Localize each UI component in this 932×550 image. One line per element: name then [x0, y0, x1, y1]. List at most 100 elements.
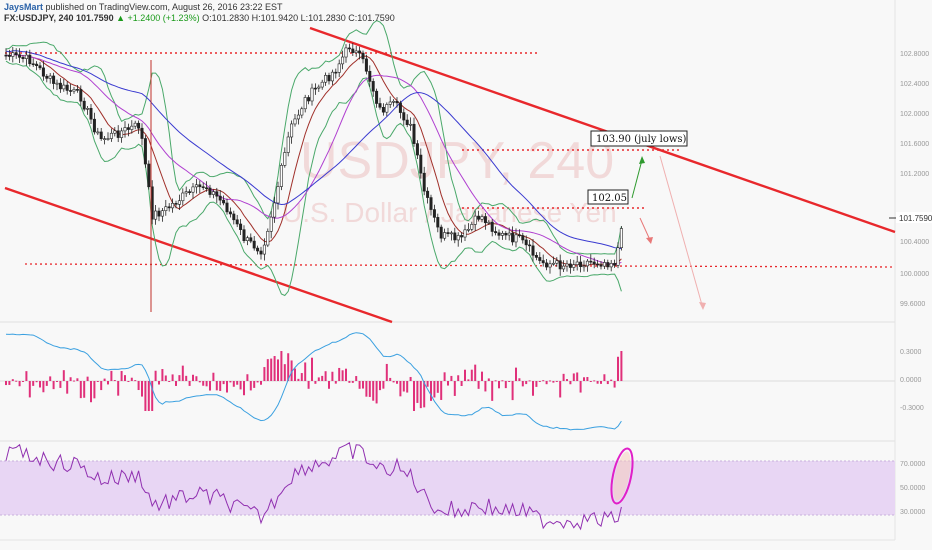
macd-bar — [596, 381, 599, 384]
svg-text:99.6000: 99.6000 — [900, 301, 925, 308]
candle-body — [324, 74, 328, 83]
macd-bar — [545, 381, 548, 385]
candle-body — [395, 100, 399, 104]
candle-body — [480, 216, 484, 220]
macd-bar — [107, 381, 109, 385]
macd-bar — [215, 381, 218, 391]
candle-body — [524, 239, 528, 246]
macd-bar — [552, 381, 555, 383]
candle-body — [490, 221, 494, 232]
macd-bar — [110, 370, 113, 381]
candle-body — [422, 172, 426, 192]
rsi-highlight-circle — [610, 447, 634, 505]
macd-bar — [273, 356, 276, 381]
macd-bar — [538, 381, 541, 382]
macd-panel — [5, 332, 623, 431]
macd-bar — [379, 381, 381, 391]
candle-body — [545, 262, 549, 268]
macd-bar — [32, 381, 35, 386]
candle-body — [453, 232, 457, 241]
down-arrow-short — [639, 217, 651, 241]
up-arrowhead — [639, 156, 645, 164]
down-arrowhead-short — [646, 237, 653, 244]
candle-body — [381, 106, 385, 113]
down-arrow-long — [659, 155, 703, 306]
candle-body — [405, 119, 409, 125]
candle-body — [215, 191, 219, 197]
candle-body — [273, 202, 277, 218]
macd-bar — [76, 378, 79, 381]
macd-bar — [314, 381, 317, 384]
candle-body — [613, 263, 617, 266]
candle-body — [609, 263, 613, 268]
candle-body — [341, 56, 345, 65]
macd-bar — [134, 380, 137, 382]
macd-bar — [348, 381, 351, 383]
candle-body — [497, 232, 501, 236]
svg-text:102.0000: 102.0000 — [900, 111, 929, 118]
macd-bar — [324, 371, 327, 381]
candle-body — [602, 262, 606, 267]
macd-bar — [188, 381, 191, 386]
candle-body — [123, 127, 127, 132]
macd-bar — [287, 353, 290, 381]
macd-bar — [436, 381, 439, 393]
candle-body — [534, 255, 538, 258]
macd-bar — [453, 381, 456, 396]
macd-bar — [576, 372, 579, 381]
publish-line: JaysMart published on TradingView.com, A… — [4, 2, 696, 13]
macd-bar — [229, 381, 232, 383]
macd-bar — [321, 375, 324, 381]
macd-bar — [409, 376, 412, 381]
macd-bar — [164, 375, 167, 381]
candle-body — [65, 84, 69, 91]
candle-body — [171, 203, 175, 209]
candle-body — [392, 100, 396, 103]
svg-text:102.8000: 102.8000 — [900, 51, 929, 58]
candle-body — [194, 184, 198, 188]
level-support — [24, 263, 896, 268]
candle-body — [589, 260, 593, 263]
macd-bar — [375, 381, 378, 404]
candle-body — [330, 71, 334, 82]
svg-text:101.2000: 101.2000 — [900, 171, 929, 178]
macd-bar — [79, 381, 82, 399]
ohlc-line: FX:USDJPY, 240 101.7590 ▲ +1.2400 (+1.23… — [4, 13, 696, 24]
macd-bar — [232, 381, 235, 387]
macd-bar — [49, 376, 52, 381]
macd-bar — [372, 381, 375, 401]
macd-bar — [171, 374, 174, 381]
macd-bar — [511, 381, 514, 401]
candle-body — [565, 263, 569, 267]
chart-header: JaysMart published on TradingView.com, A… — [0, 0, 700, 30]
candle-body — [354, 50, 358, 53]
svg-text:102.4000: 102.4000 — [900, 81, 929, 88]
macd-bar — [304, 362, 307, 381]
macd-bar — [158, 381, 160, 385]
candle-body — [419, 154, 423, 174]
macd-bar — [504, 381, 507, 389]
candle-body — [228, 211, 232, 215]
macd-bar — [600, 381, 602, 384]
candle-body — [528, 244, 532, 247]
macd-bar — [389, 377, 392, 381]
last-price-tag: 101.7590 — [899, 214, 932, 223]
macd-bar — [62, 370, 65, 381]
macd-bar — [532, 381, 534, 396]
macd-bar — [42, 381, 45, 393]
candle-body — [449, 232, 453, 235]
author-link[interactable]: JaysMart — [4, 2, 44, 12]
candle-body — [276, 186, 280, 204]
macd-bar — [368, 381, 371, 397]
rsi-highlight-fill — [613, 451, 631, 501]
macd-bar — [494, 380, 497, 382]
macd-bar — [419, 381, 422, 409]
candle-body — [494, 231, 498, 234]
macd-bar — [113, 380, 116, 382]
candle-body — [75, 89, 79, 91]
candle-body — [483, 216, 487, 224]
macd-bar — [103, 378, 106, 381]
candle-body — [514, 234, 518, 243]
candle-body — [317, 86, 321, 89]
